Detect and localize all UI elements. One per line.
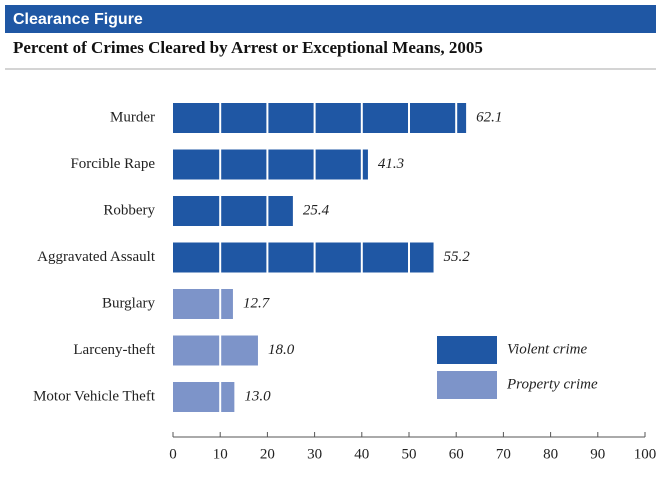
value-label: 62.1 bbox=[476, 109, 502, 125]
bar bbox=[173, 289, 233, 319]
value-label: 12.7 bbox=[243, 295, 271, 311]
value-label: 18.0 bbox=[268, 342, 295, 358]
value-label: 13.0 bbox=[244, 388, 271, 404]
bar bbox=[173, 103, 467, 133]
legend-swatch bbox=[437, 336, 497, 364]
legend-label: Property crime bbox=[506, 376, 598, 392]
x-tick-label: 50 bbox=[402, 446, 417, 462]
x-tick-label: 40 bbox=[354, 446, 369, 462]
header-title: Clearance Figure bbox=[13, 11, 143, 28]
x-tick-label: 80 bbox=[543, 446, 558, 462]
category-label: Larceny-theft bbox=[73, 342, 155, 358]
category-label: Forcible Rape bbox=[70, 156, 155, 172]
category-label: Murder bbox=[110, 109, 155, 125]
bar bbox=[173, 242, 434, 273]
chart-title: Percent of Crimes Cleared by Arrest or E… bbox=[13, 38, 483, 57]
value-label: 55.2 bbox=[444, 249, 471, 265]
bar bbox=[173, 196, 293, 226]
x-tick-label: 100 bbox=[634, 446, 657, 462]
x-tick-label: 0 bbox=[169, 446, 177, 462]
x-tick-label: 20 bbox=[260, 446, 275, 462]
bar bbox=[173, 382, 235, 412]
category-label: Burglary bbox=[102, 295, 156, 311]
bar bbox=[173, 149, 368, 180]
x-tick-label: 30 bbox=[307, 446, 322, 462]
header-band bbox=[5, 5, 656, 33]
x-tick-label: 70 bbox=[496, 446, 511, 462]
category-label: Robbery bbox=[103, 202, 155, 218]
x-tick-label: 90 bbox=[590, 446, 605, 462]
category-label: Aggravated Assault bbox=[37, 249, 156, 265]
value-label: 41.3 bbox=[378, 156, 404, 172]
category-label: Motor Vehicle Theft bbox=[33, 388, 156, 404]
value-label: 25.4 bbox=[303, 202, 330, 218]
legend-label: Violent crime bbox=[507, 341, 587, 357]
x-tick-label: 60 bbox=[449, 446, 464, 462]
legend-swatch bbox=[437, 371, 497, 399]
bar bbox=[173, 335, 258, 366]
x-tick-label: 10 bbox=[213, 446, 228, 462]
